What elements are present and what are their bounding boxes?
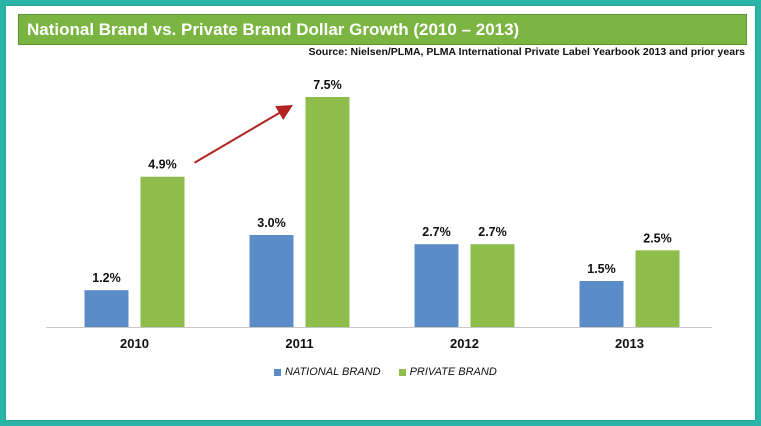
bar-private-2013	[635, 250, 680, 327]
bar-national-2010	[84, 290, 129, 327]
data-label-private-2011: 7.5%	[313, 78, 342, 92]
bar-private-2012	[470, 244, 515, 327]
x-tick-label-2012: 2012	[450, 336, 479, 351]
legend-label-private: PRIVATE BRAND	[409, 366, 497, 378]
bar-national-2013	[579, 281, 624, 327]
chart-title: National Brand vs. Private Brand Dollar …	[27, 20, 520, 39]
x-tick-label-2010: 2010	[120, 336, 149, 351]
data-label-private-2012: 2.7%	[478, 225, 507, 239]
bar-private-2010	[140, 176, 185, 327]
growth-arrow	[193, 104, 293, 164]
data-label-national-2012: 2.7%	[422, 225, 451, 239]
bar-national-2012	[414, 244, 459, 327]
x-tick-label-2011: 2011	[285, 336, 313, 351]
bar-national-2011	[249, 235, 294, 327]
legend: NATIONAL BRAND PRIVATE BRAND	[274, 366, 497, 378]
legend-item-national: NATIONAL BRAND	[274, 366, 381, 378]
data-label-national-2013: 1.5%	[587, 262, 616, 276]
legend-swatch-private	[398, 368, 406, 376]
legend-item-private: PRIVATE BRAND	[398, 366, 497, 378]
data-label-national-2011: 3.0%	[257, 216, 286, 230]
data-label-private-2013: 2.5%	[643, 231, 672, 245]
x-tick-label-2013: 2013	[615, 336, 644, 351]
title-bar: National Brand vs. Private Brand Dollar …	[18, 14, 747, 45]
chart-frame: National Brand vs. Private Brand Dollar …	[6, 6, 755, 420]
data-label-national-2010: 1.2%	[92, 271, 121, 285]
legend-swatch-national	[274, 368, 281, 376]
data-label-private-2010: 4.9%	[148, 158, 177, 172]
bar-private-2011	[305, 97, 350, 327]
source-note: Source: Nielsen/PLMA, PLMA International…	[308, 46, 745, 58]
legend-label-national: NATIONAL BRAND	[285, 366, 381, 378]
